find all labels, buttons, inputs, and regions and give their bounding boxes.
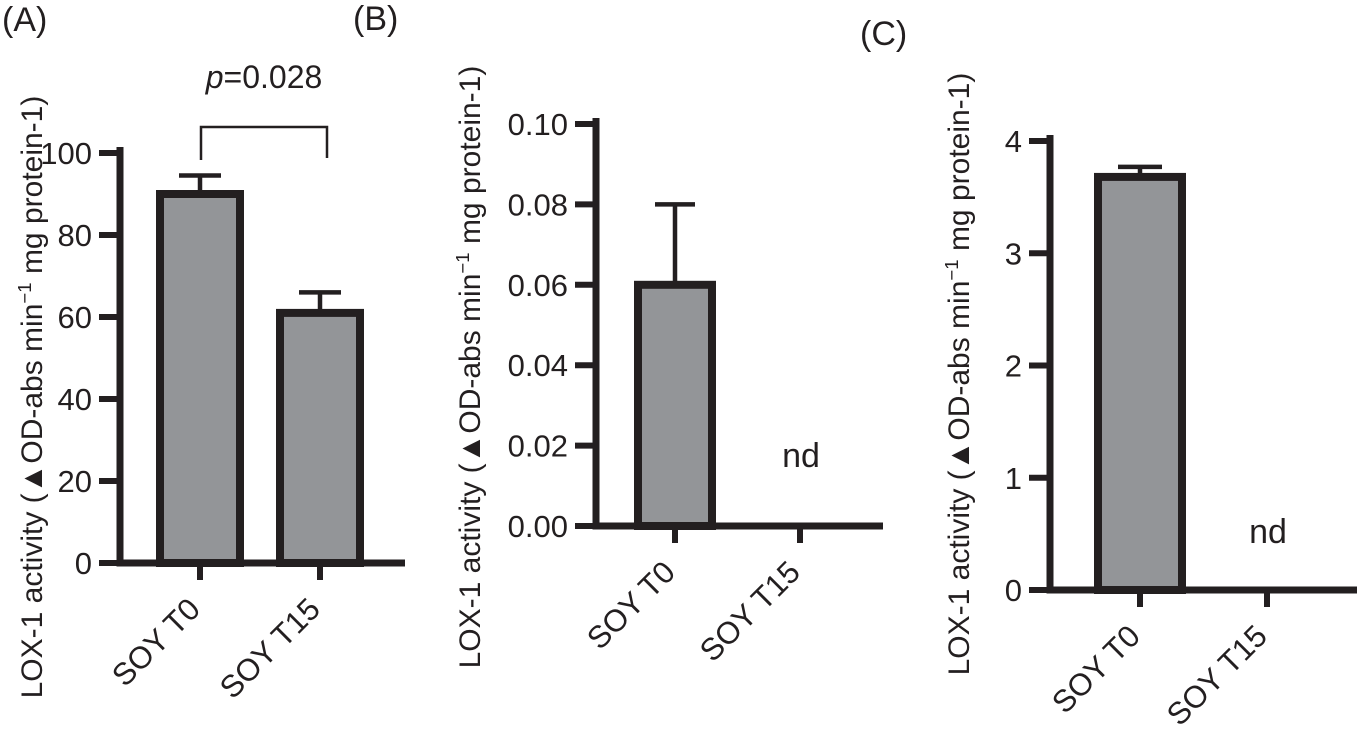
p-value-number: =0.028 [224,59,323,95]
y-tick-label: 0.00 [508,509,568,544]
y-tick-label: 2 [1005,349,1022,384]
bar-soy-t15 [276,308,364,567]
y-tick-label: 0.04 [508,348,568,383]
panel-a: 0 20 40 60 80 100 SOY T0 SOY T15 p=0.028 [40,59,405,705]
panel-letter-a: (A) [2,1,48,39]
y-tick-label: 0.10 [508,107,568,142]
y-tick-label: 0 [75,546,92,581]
y-tick-label: 100 [40,136,92,171]
bar-soy-t0 [156,190,244,567]
significance-bracket [199,125,329,160]
y-tick-label: 40 [58,382,92,417]
y-tick-label: 60 [58,300,92,335]
y-tick-label: 0.08 [508,187,568,222]
x-category-label-soy-t15: SOY T15 [1160,618,1274,732]
x-category-label-soy-t0: SOY T0 [105,591,207,693]
panel-letter-c: (C) [860,15,908,53]
x-category-label-soy-t0: SOY T0 [1045,618,1147,720]
x-category-label-soy-t15: SOY T15 [213,591,327,705]
bar-soy-t0 [634,280,716,530]
panel-b: 0.00 0.02 0.04 0.06 0.08 0.10 SOY T0 SOY T15 nd [508,107,883,668]
y-tick-label: 4 [1005,124,1022,159]
p-value-italic-p: p [205,59,224,95]
nd-label-soy-t15: nd [782,437,820,475]
y-tick-label: 20 [58,464,92,499]
y-tick-label: 1 [1005,461,1022,496]
panel-c: 0 1 2 3 4 SOY T0 SOY T15 nd [1005,124,1357,732]
y-tick-label: 80 [58,218,92,253]
nd-label-soy-t15: nd [1249,513,1287,551]
y-tick-label: 0.06 [508,268,568,303]
y-tick-label: 3 [1005,236,1022,271]
x-category-label-soy-t15: SOY T15 [693,554,807,668]
panel-letter-b: (B) [353,0,399,38]
significance-p-value: p=0.028 [205,59,323,95]
x-category-label-soy-t0: SOY T0 [580,554,682,656]
bar-soy-t0 [1094,172,1186,594]
y-tick-label: 0.02 [508,429,568,464]
y-tick-label: 0 [1005,573,1022,608]
